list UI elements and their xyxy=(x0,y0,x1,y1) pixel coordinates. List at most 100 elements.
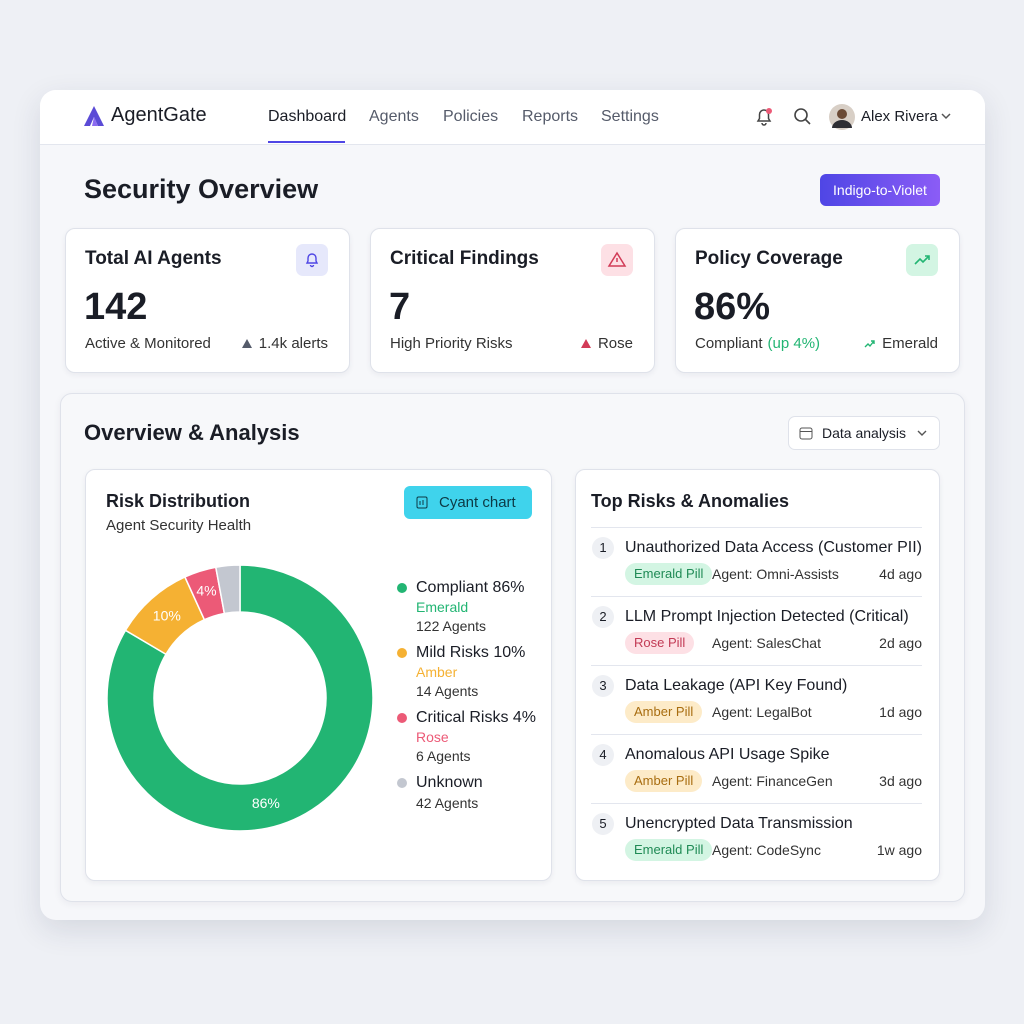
stat-note: 1.4k alerts xyxy=(258,335,328,352)
slice-label: 86% xyxy=(252,795,280,811)
stat-caption: Active & Monitored xyxy=(85,335,211,352)
legend-label: Compliant 86% xyxy=(416,579,525,596)
divider xyxy=(591,734,922,735)
note-icon xyxy=(241,337,253,349)
chevron xyxy=(941,113,951,120)
stat-value: 7 xyxy=(389,286,411,328)
nav-bar xyxy=(40,90,985,145)
note-icon xyxy=(580,337,592,349)
nav-link[interactable]: Reports xyxy=(522,108,579,125)
user-name[interactable]: Alex Rivera xyxy=(861,108,938,125)
risk-title[interactable]: Anomalous API Usage Spike xyxy=(625,746,830,763)
legend-dot xyxy=(397,713,407,723)
risk-agent: Agent: CodeSync xyxy=(712,842,821,858)
panel-title: Risk Distribution xyxy=(106,491,251,511)
risk-time: 4d ago xyxy=(879,566,922,582)
active-underline xyxy=(268,141,345,143)
chart-button[interactable]: Cyant chart xyxy=(404,486,532,519)
stat-caption: High Priority Risks xyxy=(390,335,513,352)
risk-time: 1d ago xyxy=(879,704,922,720)
brand-logo xyxy=(84,106,104,126)
icon xyxy=(241,339,252,348)
slice-label: 4% xyxy=(196,582,216,598)
slice-label: 10% xyxy=(153,607,181,623)
divider xyxy=(591,596,922,597)
risk-title[interactable]: Data Leakage (API Key Found) xyxy=(625,677,848,694)
risk-agent: Agent: FinanceGen xyxy=(712,773,833,789)
risk-time: 3d ago xyxy=(879,773,922,789)
legend-count: 6 Agents xyxy=(416,748,471,764)
donut-slice xyxy=(214,564,241,615)
panel-title: Top Risks & Anomalies xyxy=(591,491,790,511)
stat-note: Rose xyxy=(597,335,633,352)
risk-pill: Amber Pill xyxy=(625,701,703,723)
legend-color-name: Rose xyxy=(416,729,449,745)
donut-slice xyxy=(106,564,374,832)
calendar-icon xyxy=(799,427,813,440)
avatar[interactable] xyxy=(829,104,855,130)
stat-value: 86% xyxy=(694,286,771,328)
risk-agent: Agent: LegalBot xyxy=(712,704,812,720)
filter-dropdown[interactable]: Data analysis xyxy=(788,416,940,450)
legend-count: 122 Agents xyxy=(416,618,487,634)
stat-icon xyxy=(296,244,328,276)
legend-dot xyxy=(397,648,407,658)
icon xyxy=(914,255,930,265)
gradient-badge[interactable]: Indigo-to-Violet xyxy=(820,174,940,206)
risk-pill: Emerald Pill xyxy=(625,563,713,585)
risk-agent: Agent: Omni-Assists xyxy=(712,566,839,582)
legend-label: Unknown xyxy=(416,774,483,791)
stat-note: Emerald xyxy=(882,335,938,352)
legend-label: Mild Risks 10% xyxy=(416,644,526,661)
icon xyxy=(580,339,591,348)
top-risks-panel xyxy=(575,469,940,881)
rank-badge: 5 xyxy=(592,813,614,835)
icon xyxy=(864,340,875,348)
risk-distribution-panel xyxy=(85,469,552,881)
nav-link[interactable]: Agents xyxy=(369,108,419,125)
risk-title[interactable]: Unauthorized Data Access (Customer PII) xyxy=(625,539,923,556)
risk-title[interactable]: LLM Prompt Injection Detected (Critical) xyxy=(625,608,909,625)
section-title: Overview & Analysis xyxy=(84,420,300,445)
legend-label: Critical Risks 4% xyxy=(416,709,537,726)
rank-badge: 1 xyxy=(592,537,614,559)
stat-icon xyxy=(601,244,633,276)
risk-pill: Amber Pill xyxy=(625,770,703,792)
legend-color-name: Emerald xyxy=(416,599,469,615)
risk-pill: Emerald Pill xyxy=(625,839,713,861)
stat-value: 142 xyxy=(84,286,148,328)
chevron xyxy=(917,430,927,436)
divider xyxy=(591,527,922,528)
icon xyxy=(607,251,627,267)
donut-chart: 86% 10% 4% xyxy=(106,564,374,832)
nav-link[interactable]: Policies xyxy=(443,108,499,125)
legend-color-name: Amber xyxy=(416,664,458,680)
divider xyxy=(591,803,922,804)
doc-icon xyxy=(416,496,428,509)
risk-time: 1w ago xyxy=(876,842,922,858)
brand-name: AgentGate xyxy=(111,104,207,126)
rank-badge: 3 xyxy=(592,675,614,697)
note-icon xyxy=(864,337,876,349)
risk-title[interactable]: Unencrypted Data Transmission xyxy=(625,815,853,832)
icon xyxy=(305,253,319,268)
panel-subtitle: Agent Security Health xyxy=(106,517,252,534)
filter-label: Data analysis xyxy=(822,425,907,441)
legend-count: 14 Agents xyxy=(416,683,479,699)
stat-title: Critical Findings xyxy=(390,248,539,269)
rank-badge: 2 xyxy=(592,606,614,628)
stat-title: Policy Coverage xyxy=(695,248,843,269)
nav-link[interactable]: Dashboard xyxy=(268,108,347,125)
bell-icon[interactable] xyxy=(754,106,774,126)
legend-dot xyxy=(397,778,407,788)
rank-badge: 4 xyxy=(592,744,614,766)
page-title: Security Overview xyxy=(84,174,319,204)
nav-link[interactable]: Settings xyxy=(601,108,659,125)
divider xyxy=(591,665,922,666)
legend-count: 42 Agents xyxy=(416,795,479,811)
search-icon[interactable] xyxy=(792,106,812,126)
stat-title: Total AI Agents xyxy=(85,248,222,269)
legend-dot xyxy=(397,583,407,593)
risk-time: 2d ago xyxy=(879,635,922,651)
